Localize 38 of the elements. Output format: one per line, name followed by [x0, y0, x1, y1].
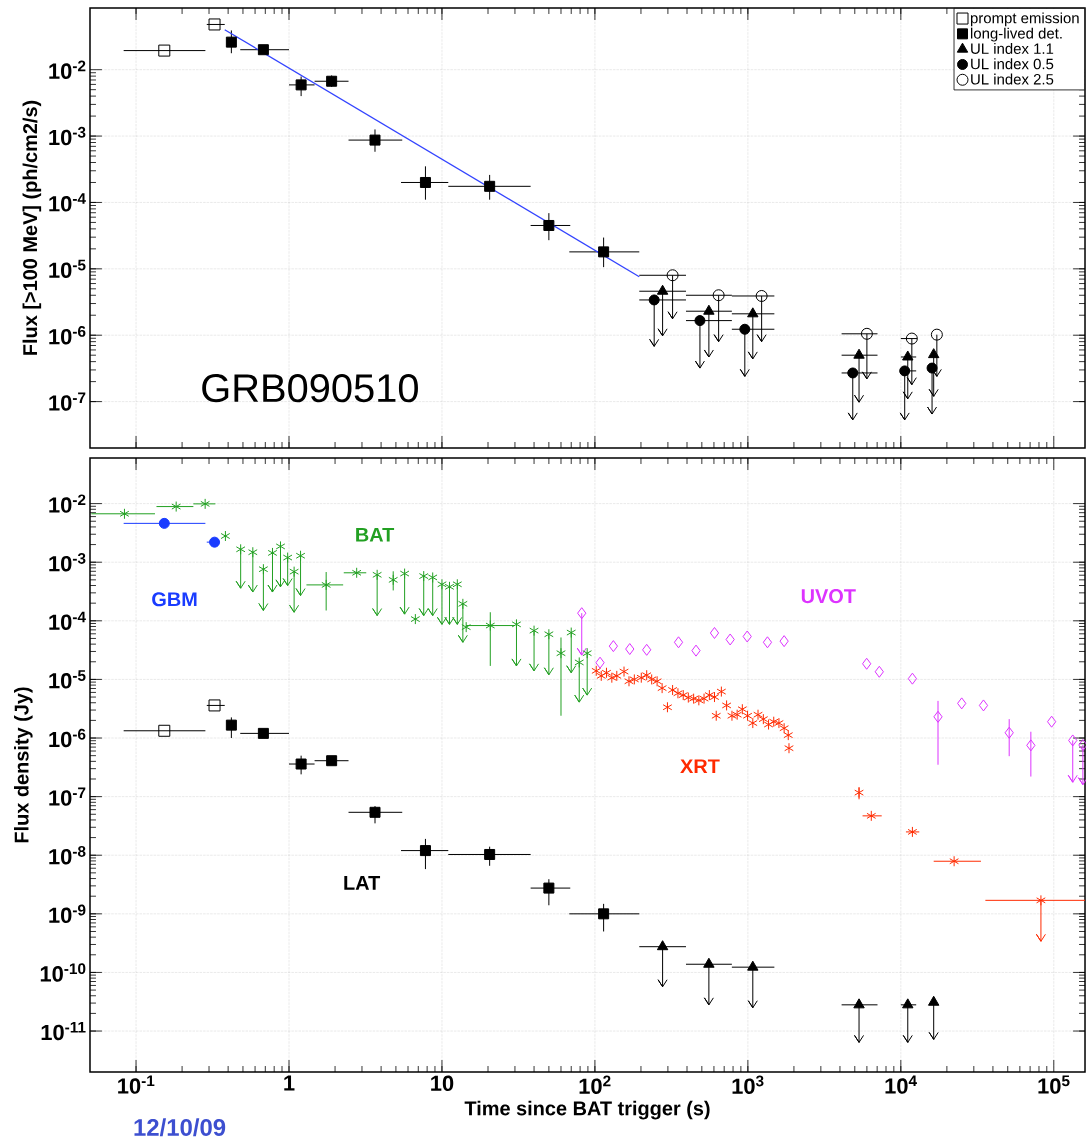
y-tick-label: 10$^{-7}$ — [49, 787, 86, 806]
annotation: GRB090510 — [202, 374, 418, 403]
y-tick-label: 10$^{-2}$ — [49, 60, 86, 79]
y-tick-label: 10$^{-4}$ — [49, 611, 86, 630]
y-tick-label: 10$^{-6}$ — [49, 326, 86, 345]
series-label: BAT — [356, 527, 395, 542]
legend-label: UL index 1.1 — [971, 42, 1054, 54]
y-tick-label: 10$^{-2}$ — [49, 494, 86, 513]
y-axis-title: Flux [>100 MeV] (ph/cm2/s) — [22, 100, 42, 355]
y-tick-label: 10$^{-11}$ — [41, 1021, 86, 1041]
y-tick-label: 10$^{-4}$ — [49, 193, 86, 212]
series-label: UVOT — [801, 589, 856, 604]
x-tick-label: 10$^{2}$ — [579, 1075, 611, 1094]
y-axis-title: Flux density (Jy) — [14, 687, 33, 843]
x-tick-label: 1 — [284, 1075, 295, 1091]
series-label: XRT — [680, 759, 720, 774]
y-tick-label: 10$^{-6}$ — [49, 728, 86, 748]
x-tick-label: 10$^{3}$ — [732, 1075, 764, 1094]
text: 12/10/09 — [134, 1118, 226, 1137]
x-tick-label: 10 — [431, 1075, 454, 1092]
x-tick-label: 10$^{5}$ — [1038, 1075, 1070, 1094]
legend-label: UL index 0.5 — [971, 58, 1054, 70]
legend-label: UL index 2.5 — [971, 73, 1054, 85]
x-axis-title: Time since BAT trigger (s) — [464, 1100, 710, 1120]
y-tick-label: 10$^{-8}$ — [49, 846, 86, 865]
y-tick-label: 10$^{-3}$ — [49, 552, 86, 572]
legend-label: prompt emission — [970, 12, 1079, 27]
legend-label: long-lived det. — [971, 27, 1062, 42]
y-tick-label: 10$^{-9}$ — [49, 904, 86, 924]
x-tick-label: 10$^{-1}$ — [118, 1075, 155, 1094]
x-tick-label: 10$^{4}$ — [885, 1075, 917, 1094]
y-tick-label: 10$^{-7}$ — [49, 392, 86, 411]
y-tick-label: 10$^{-10}$ — [40, 963, 86, 982]
y-tick-label: 10$^{-5}$ — [49, 259, 86, 278]
y-tick-label: 10$^{-5}$ — [49, 670, 86, 689]
text: LAT — [344, 876, 381, 890]
y-tick-label: 10$^{-3}$ — [49, 126, 86, 146]
text: GBM — [152, 592, 197, 607]
